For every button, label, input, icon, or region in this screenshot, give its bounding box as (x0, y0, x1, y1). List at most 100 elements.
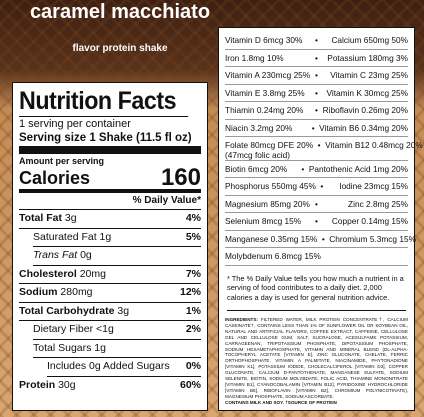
vitamin-item: Riboflavin 0.26mg 20% (322, 105, 408, 115)
ingredients-text: FILTERED WATER, MILK PROTEIN CONCENTRATE… (225, 317, 408, 399)
amount-label: Amount per serving (19, 156, 105, 166)
vitamin-row: Selenium 8mcg 15% • Copper 0.14mg 15% (225, 213, 408, 231)
bullet: • (317, 140, 321, 150)
vitamin-item: Vitamin E 3.8mg 25% (225, 87, 305, 98)
nutrient-amount: 1g (99, 230, 112, 243)
vitamin-left: Folate 80mcg DFE 20% (47mcg folic acid) (225, 137, 313, 160)
vitamin-item: Molybdenum 6.8mcg 15% (225, 251, 321, 261)
calories-value: 160 (160, 164, 201, 191)
vitamin-item: Vitamin B6 0.34mg 20% (319, 122, 408, 133)
vitamin-left: Molybdenum 6.8mcg 15% (225, 248, 321, 265)
vitamin-item: Iron 1.8mg 10% (225, 52, 284, 63)
nutrient-name: Total Fat (19, 212, 62, 224)
nutrient-left: Protein 30g (19, 377, 76, 395)
nutrient-row: Trans Fat 0g (33, 247, 201, 266)
nutrient-left: Total Sugars 1g (33, 340, 106, 358)
nutrient-amount: 280mg (60, 286, 93, 298)
vitamin-list: Vitamin D 6mcg 30% • Calcium 650mg 50% Iron… (225, 32, 423, 266)
vitamin-item: Manganese 0.35mg 15% (225, 233, 318, 244)
bullet: • (315, 216, 318, 226)
nutrient-amount: 0g (80, 249, 92, 261)
vitamin-left: Niacin 3.2mg 20% (225, 120, 307, 137)
nutrient-left: Total Fat 3g (19, 210, 77, 228)
vitamins-panel: Vitamin D 6mcg 30% • Calcium 650mg 50% Iron… (218, 27, 423, 411)
vitamin-item: Thiamin 0.24mg 20% (225, 105, 304, 115)
nutrient-dv: 1% (185, 304, 201, 317)
nutrient-name: Total Carbohydrate (19, 304, 115, 317)
calories: Calories 160 (19, 164, 201, 191)
allergens: CONTAINS MILK AND SOY. †SOURCE OF PROTEI… (225, 399, 337, 405)
vitamin-item: Biotin 6mcg 20% (225, 163, 288, 174)
vitamin-note: (47mcg folic acid) (225, 149, 291, 160)
nutrient-row: Cholesterol 20mg 7% (19, 266, 201, 284)
bullet: • (321, 233, 325, 244)
vitamin-item: Vitamin D 6mcg 30% (225, 35, 303, 45)
nutrient-left: Trans Fat 0g (33, 247, 92, 265)
nutrient-amount: <1g (96, 323, 114, 335)
vitamin-item: Vitamin A 230mcg 25% (225, 70, 311, 80)
vitamin-item: Iodine 23mcg 15% (339, 181, 408, 191)
vitamin-row: Niacin 3.2mg 20% • Vitamin B6 0.34mg 20% (225, 120, 408, 137)
nutrient-left: Cholesterol 20mg (19, 266, 106, 284)
ingredients: INGREDIENTS: FILTERED WATER, MILK PROTEI… (225, 317, 408, 406)
vitamin-left: Vitamin A 230mcg 25% (225, 67, 311, 84)
vitamin-item: Potassium 180mg 3% (327, 52, 408, 63)
nutrient-name: Cholesterol (19, 267, 77, 280)
nutrient-left: Total Carbohydrate 3g (19, 303, 129, 321)
bullet: • (301, 163, 305, 174)
vitamin-left: Magnesium 85mg 20% (225, 196, 311, 213)
vitamin-row: Vitamin A 230mcg 25% • Vitamin C 23mg 25% (225, 67, 408, 85)
bullet: • (311, 122, 315, 133)
bullet: • (315, 87, 318, 98)
vitamin-row: Molybdenum 6.8mcg 15% (225, 248, 408, 266)
serving-size: Serving size 1 Shake (11.5 fl oz) (19, 131, 201, 145)
vitamin-row: Manganese 0.35mg 15% • Chromium 5.3mcg 15% (225, 231, 416, 248)
nutrient-name: Protein (19, 378, 56, 391)
vitamin-left: Vitamin D 6mcg 30% (225, 32, 311, 49)
vitamin-item: Vitamin B12 0.48mcg 20% (325, 140, 423, 150)
vitamin-row: Biotin 6mcg 20% • Pantothenic Acid 1mg 20% (225, 161, 408, 178)
bullet: • (315, 70, 318, 80)
nutrient-name: Trans Fat (33, 249, 78, 261)
nutrient-row: Saturated Fat 1g 5% (33, 229, 201, 247)
nutrient-amount: 3g (117, 304, 130, 317)
divider (19, 189, 201, 193)
nutrient-dv: 60% (179, 378, 201, 391)
nutrient-left: Dietary Fiber <1g (33, 321, 114, 339)
vitamin-row: Vitamin E 3.8mg 25% • Vitamin K 30mcg 25% (225, 85, 408, 102)
nutrient-amount: 20mg (79, 267, 106, 280)
footnote: * The % Daily Value tells you how much a… (227, 274, 406, 311)
vitamin-left: Thiamin 0.24mg 20% (225, 102, 311, 119)
nutrient-dv: 5% (185, 230, 201, 243)
vitamin-item: Phosphorus 550mg 45% (225, 181, 316, 191)
vitamin-item: Vitamin C 23mg 25% (330, 70, 408, 80)
nutrient-amount: 30g (58, 378, 76, 391)
nutrient-row: Protein 30g 60% (19, 377, 201, 395)
nutrient-dv: 4% (185, 212, 201, 224)
nutrient-row: Total Carbohydrate 3g 1% (19, 303, 201, 321)
nutrient-left: Sodium 280mg (19, 284, 93, 302)
nutrient-dv: 0% (185, 360, 201, 372)
vitamin-left: Manganese 0.35mg 15% (225, 231, 317, 248)
bullet (321, 248, 333, 265)
nutrition-facts: Nutrition Facts 1 serving per container … (12, 82, 208, 411)
nutrient-dv: 12% (179, 286, 201, 298)
vitamin-left: Iron 1.8mg 10% (225, 50, 311, 67)
vitamin-item: Calcium 650mg 50% (331, 35, 408, 45)
nutrient-name: Sodium (19, 286, 58, 298)
bullet: • (315, 105, 318, 115)
nutrient-rows: Total Fat 3g 4% Saturated Fat 1g 5% Trans Fa… (19, 210, 201, 394)
vitamin-row: Phosphorus 550mg 45% • Iodine 23mcg 15% (225, 178, 408, 196)
nutrient-name: Dietary Fiber (33, 323, 94, 335)
product-title: caramel macchiato (29, 1, 211, 23)
nutrient-amount: 1g (94, 341, 106, 354)
vitamin-item: Vitamin K 30mcg 25% (326, 87, 408, 98)
nutrient-name: Includes 0g Added Sugars (47, 360, 170, 372)
vitamin-row: Folate 80mcg DFE 20% (47mcg folic acid) • V… (225, 137, 423, 161)
nutrient-left: Includes 0g Added Sugars (47, 358, 170, 376)
ingredients-label: INGREDIENTS: (225, 317, 258, 322)
nutrient-row: Total Sugars 1g (33, 340, 201, 358)
vitamin-item: Magnesium 85mg 20% (225, 198, 310, 209)
serving-size-label: Serving size (19, 132, 87, 144)
